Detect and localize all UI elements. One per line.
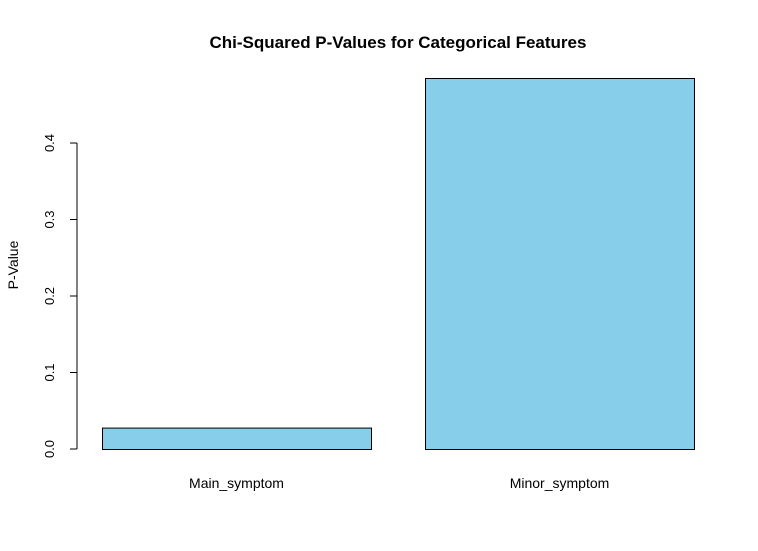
chart-title: Chi-Squared P-Values for Categorical Fea…	[210, 33, 587, 52]
x-tick-label: Minor_symptom	[510, 475, 610, 491]
y-tick-label: 0.4	[42, 134, 57, 152]
y-tick-label: 0.0	[42, 440, 57, 458]
x-tick-label: Main_symptom	[189, 475, 284, 491]
bar-main-symptom	[102, 427, 372, 451]
y-tick-label: 0.2	[42, 287, 57, 305]
bar-minor-symptom	[425, 78, 695, 450]
y-axis-label: P-Value	[5, 240, 21, 289]
y-axis: 0.0 0.1 0.2 0.3 0.4	[42, 134, 78, 458]
y-tick-label: 0.1	[42, 363, 57, 381]
bars	[102, 78, 695, 451]
y-tick-label: 0.3	[42, 210, 57, 228]
x-tick-labels: Main_symptom Minor_symptom	[189, 475, 609, 491]
